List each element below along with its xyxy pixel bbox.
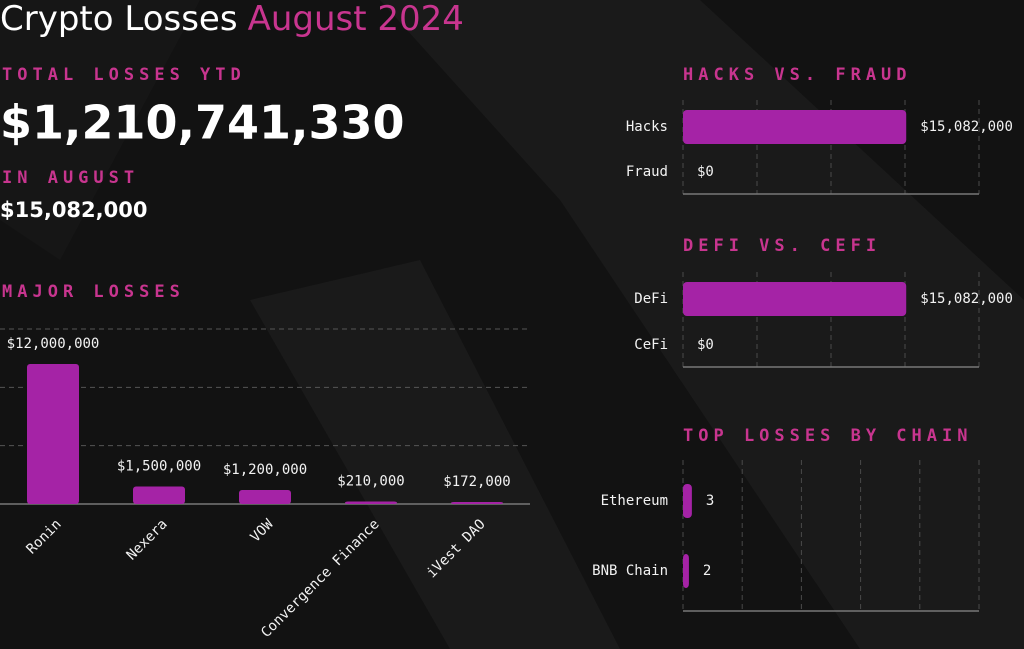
x-tick-label: Nexera xyxy=(124,516,171,563)
value-label: $12,000,000 xyxy=(7,336,100,352)
y-tick-label: DeFi xyxy=(634,291,668,307)
bg-shape xyxy=(380,0,1024,649)
value-label: $1,200,000 xyxy=(223,462,307,478)
value-label: 2 xyxy=(703,563,711,579)
title-main: Crypto Losses xyxy=(0,0,238,39)
value-label: $0 xyxy=(697,164,714,180)
value-label: $172,000 xyxy=(443,474,510,490)
bar xyxy=(683,484,692,518)
stat-value: $15,082,000 xyxy=(0,198,147,222)
value-label: 3 xyxy=(706,493,714,509)
value-label: $0 xyxy=(697,337,714,353)
chart-title: MAJOR LOSSES xyxy=(2,282,185,302)
value-label: $15,082,000 xyxy=(920,119,1013,135)
y-tick-label: Fraud xyxy=(626,164,668,180)
bar xyxy=(27,364,79,504)
chart-title: HACKS VS. FRAUD xyxy=(683,65,912,85)
page-title: Crypto Losses August 2024 xyxy=(0,0,464,39)
bg-shape xyxy=(0,0,200,260)
stat-value: $1,210,741,330 xyxy=(0,96,405,150)
value-label: $15,082,000 xyxy=(920,291,1013,307)
bar xyxy=(239,490,291,504)
bar xyxy=(345,501,397,504)
bar xyxy=(683,282,907,316)
x-tick-label: Ronin xyxy=(24,516,65,557)
x-tick-label: VOW xyxy=(247,516,277,546)
y-tick-label: Hacks xyxy=(626,119,668,135)
bar xyxy=(683,110,907,144)
bar xyxy=(133,486,185,504)
stat-label: TOTAL LOSSES YTD xyxy=(2,65,246,85)
title-highlight: August 2024 xyxy=(248,0,464,39)
bg-shape xyxy=(250,260,620,649)
stat-label: IN AUGUST xyxy=(2,168,139,188)
bar xyxy=(683,554,689,588)
y-tick-label: BNB Chain xyxy=(592,563,668,579)
chart-title: TOP LOSSES BY CHAIN xyxy=(683,426,972,446)
chart-title: DEFI VS. CEFI xyxy=(683,236,881,256)
bar xyxy=(451,501,503,504)
value-label: $210,000 xyxy=(337,474,404,490)
y-tick-label: Ethereum xyxy=(601,493,668,509)
y-tick-label: CeFi xyxy=(634,337,668,353)
x-tick-label: Convergence Finance xyxy=(258,516,383,641)
value-label: $1,500,000 xyxy=(117,459,201,475)
